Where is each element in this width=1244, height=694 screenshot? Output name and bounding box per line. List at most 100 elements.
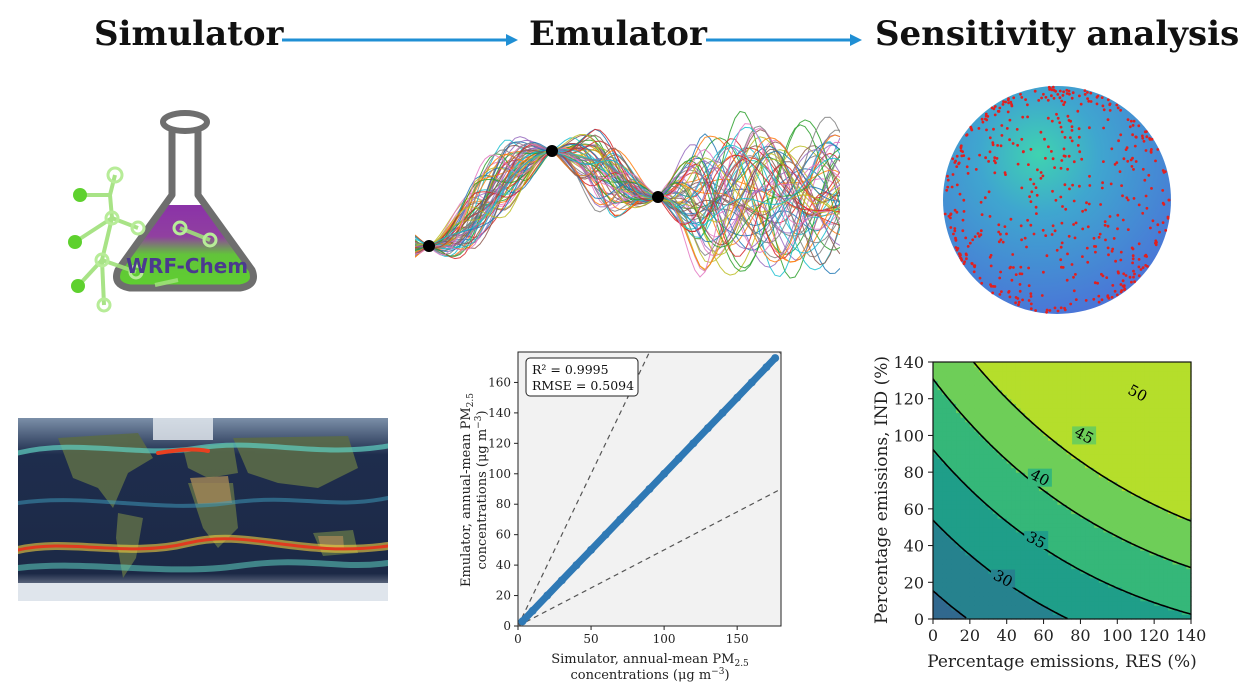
contour-fill-cell	[1075, 394, 1082, 400]
contour-fill-cell	[1085, 504, 1091, 510]
contour-fill-cell	[946, 614, 953, 620]
contour-fill-cell	[951, 550, 957, 556]
contour-fill-cell	[992, 563, 999, 570]
contour-fill-cell	[1103, 550, 1109, 556]
contour-fill-cell	[1126, 476, 1132, 482]
contour-fill-cell	[942, 577, 948, 583]
contour-fill-cell	[1043, 527, 1049, 533]
contour-fill-cell	[1094, 384, 1100, 391]
contour-fill-cell	[1135, 550, 1141, 556]
contour-fill-cell	[1094, 559, 1100, 565]
gp-sample-curve	[415, 119, 840, 272]
contour-fill-cell	[1144, 522, 1151, 528]
contour-fill-cell	[1154, 458, 1160, 464]
contour-fill-cell	[1163, 458, 1169, 464]
contour-fill-cell	[1048, 554, 1054, 560]
sphere-sample-point	[1055, 112, 1058, 116]
sphere-sample-point	[1050, 88, 1054, 92]
sphere-sample-point	[999, 144, 1003, 148]
contour-fill-cell	[937, 462, 943, 469]
contour-fill-cell	[1167, 563, 1174, 570]
contour-fill-cell	[1108, 540, 1114, 547]
contour-fill-cell	[1066, 394, 1072, 400]
contour-fill-cell	[1172, 476, 1178, 482]
contour-fill-cell	[1117, 495, 1123, 501]
sphere-sample-point	[1040, 96, 1043, 100]
contour-fill-cell	[1043, 458, 1049, 464]
contour-fill-cell	[997, 398, 1003, 404]
contour-fill-cell	[1052, 421, 1058, 427]
contour-fill-cell	[1121, 508, 1128, 515]
contour-fill-cell	[1149, 545, 1155, 551]
contour-fill-cell	[1025, 430, 1031, 437]
contour-fill-cell	[956, 481, 962, 487]
contour-line	[932, 590, 967, 619]
contour-fill-cell	[1062, 362, 1068, 368]
contour-fill-cell	[1121, 430, 1128, 437]
contour-fill-cell	[974, 536, 980, 542]
contour-fill-cell	[1011, 531, 1017, 537]
contour-fill-cell	[1186, 467, 1192, 473]
contour-fill-cell	[979, 609, 985, 616]
contour-fill-cell	[1062, 586, 1068, 593]
contour-fill-cell	[1071, 490, 1077, 496]
contour-fill-cell	[1154, 568, 1160, 574]
sphere-sample-point	[1000, 134, 1004, 137]
contour-fill-cell	[1135, 504, 1141, 510]
contour-fill-cell	[933, 573, 939, 579]
contour-fill-cell	[974, 605, 980, 611]
sphere-sample-point	[1108, 102, 1112, 106]
contour-fill-cell	[1020, 518, 1026, 524]
contour-fill-cell	[992, 540, 999, 547]
contour-fill-cell	[1052, 522, 1058, 528]
contour-fill-cell	[1149, 591, 1155, 597]
contour-fill-cell	[956, 398, 962, 404]
contour-fill-cell	[1011, 490, 1017, 496]
contour-fill-cell	[1149, 375, 1155, 381]
contour-fill-cell	[1149, 380, 1155, 386]
contour-fill-cell	[1002, 362, 1008, 368]
contour-fill-cell	[1034, 522, 1040, 528]
sphere-sample-point	[1018, 283, 1022, 286]
contour-fill-cell	[1006, 467, 1012, 473]
contour-fill-cell	[997, 371, 1003, 377]
contour-fill-cell	[1002, 490, 1008, 496]
contour-fill-cell	[1034, 449, 1040, 455]
contour-fill-cell	[1043, 444, 1049, 450]
contour-fill-cell	[1071, 371, 1077, 377]
contour-fill-cell	[933, 362, 939, 368]
contour-fill-cell	[997, 545, 1003, 551]
contour-fill-cell	[942, 485, 948, 492]
contour-fill-cell	[1085, 559, 1091, 565]
contour-fill-cell	[1015, 545, 1022, 551]
sphere-sample-point	[1101, 104, 1105, 108]
contour-fill-cell	[1117, 573, 1123, 579]
contour-fill-cell	[1071, 384, 1077, 391]
contour-fill-cell	[942, 518, 948, 524]
contour-fill-cell	[1006, 605, 1012, 611]
contour-fill-cell	[946, 596, 953, 602]
contour-fill-cell	[1117, 568, 1123, 574]
contour-fill-cell	[1025, 518, 1031, 524]
contour-fill-cell	[1080, 458, 1086, 464]
contour-fill-cell	[1154, 449, 1160, 455]
contour-fill-cell	[965, 559, 971, 565]
contour-fill-cell	[1163, 522, 1169, 528]
contour-fill-cell	[1015, 563, 1022, 570]
contour-fill-cell	[988, 550, 994, 556]
contour-fill-cell	[1062, 540, 1068, 547]
contour-fill-cell	[997, 527, 1003, 533]
contour-fill-cell	[1172, 513, 1178, 519]
contour-fill-cell	[1011, 559, 1017, 565]
contour-fill-cell	[1167, 366, 1174, 372]
contour-fill-cell	[1181, 412, 1187, 418]
contour-fill-cell	[1112, 550, 1118, 556]
contour-fill-cell	[979, 554, 985, 560]
contour-fill-cell	[1043, 403, 1049, 409]
contour-fill-cell	[1071, 518, 1077, 524]
contour-fill-cell	[1167, 536, 1174, 542]
contour-fill-cell	[1089, 609, 1095, 616]
sphere-sample-point	[958, 192, 962, 196]
contour-fill-cell	[960, 481, 966, 487]
sphere-sample-point	[1122, 272, 1126, 276]
